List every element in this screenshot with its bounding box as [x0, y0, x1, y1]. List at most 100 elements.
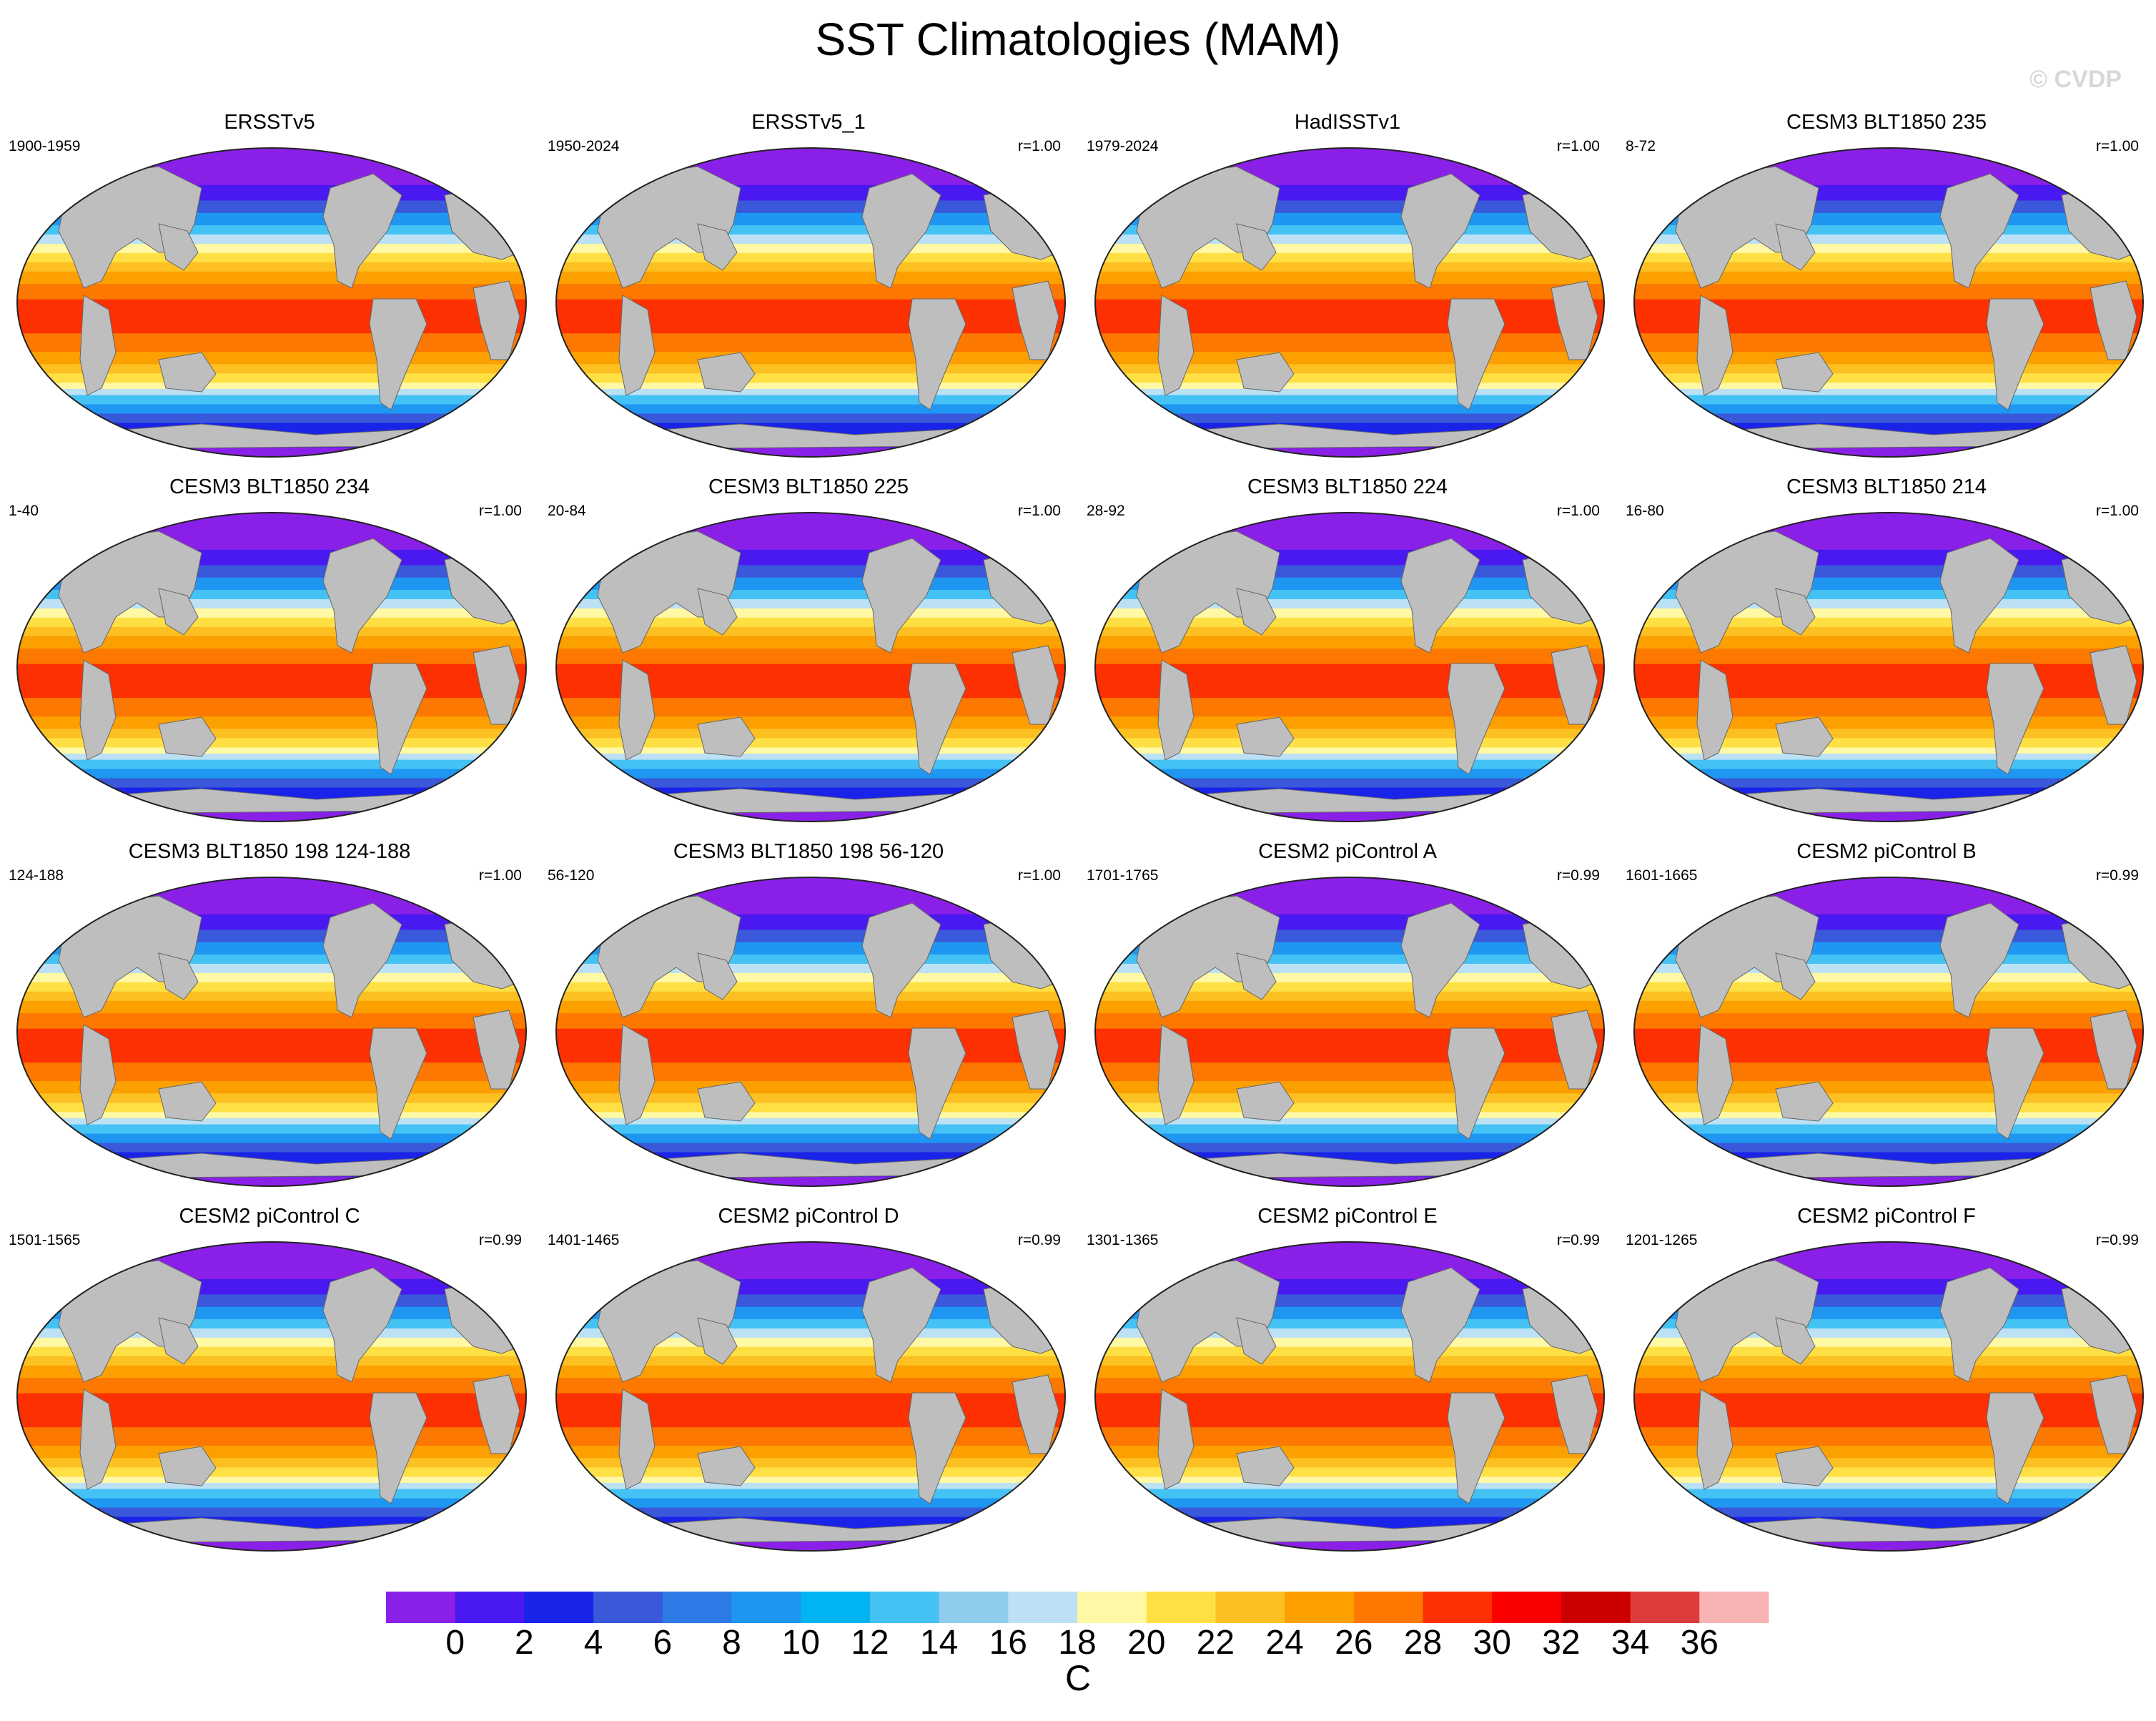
map-panel: CESM2 piControl C 1501-1565 r=0.99	[0, 1205, 539, 1569]
landmass	[158, 716, 217, 757]
sst-band	[1634, 243, 2143, 254]
landmass	[1986, 298, 2044, 410]
map-outline	[555, 877, 1066, 1187]
colorbar-segment	[1492, 1592, 1562, 1623]
panel-title: CESM2 piControl E	[1257, 1205, 1438, 1228]
sst-band	[1634, 1365, 2143, 1379]
colorbar-tick-label: 18	[1058, 1624, 1097, 1662]
sst-band	[17, 1242, 526, 1280]
sst-band	[556, 812, 1065, 822]
sst-band	[17, 404, 526, 415]
sst-band	[556, 1133, 1065, 1144]
colorbar-segment	[1699, 1592, 1769, 1623]
sst-map	[16, 512, 527, 822]
sst-band	[1095, 1489, 1604, 1499]
sst-band	[556, 747, 1065, 754]
colorbar-segment	[1077, 1592, 1147, 1623]
landmass	[1775, 1081, 1834, 1122]
sst-band	[556, 262, 1065, 272]
landmass	[1986, 1027, 2044, 1140]
panel-title: ERSSTv5_1	[751, 111, 866, 134]
panel-year-range: 1900-1959	[9, 138, 81, 154]
sst-band	[1634, 395, 2143, 405]
colorbar-tick-label: 8	[722, 1624, 741, 1662]
sst-map	[1094, 877, 1605, 1187]
sst-map	[1094, 512, 1605, 822]
colorbar-tick-label: 28	[1403, 1624, 1443, 1662]
colorbar-tick-label: 16	[989, 1624, 1027, 1662]
sst-band	[1095, 649, 1604, 665]
landmass	[1447, 298, 1505, 410]
sst-band	[1634, 812, 2143, 822]
landmass	[697, 1446, 756, 1486]
sst-band	[17, 982, 526, 992]
sst-band	[1095, 608, 1604, 618]
colorbar-tick-label: 6	[653, 1624, 673, 1662]
sst-band	[1095, 1000, 1604, 1015]
sst-band	[556, 1118, 1065, 1125]
sst-band	[556, 759, 1065, 770]
sst-band	[1095, 759, 1604, 770]
sst-band	[1634, 271, 2143, 285]
landmass	[1775, 223, 1816, 271]
panel-title: CESM3 BLT1850 224	[1247, 475, 1448, 498]
landmass	[697, 352, 756, 393]
landmass	[369, 663, 427, 775]
sst-band	[1634, 1143, 2143, 1153]
sst-band	[1634, 1542, 2143, 1551]
landmass	[158, 952, 199, 1000]
landmass	[697, 223, 738, 271]
sst-band	[1095, 1507, 1604, 1518]
colorbar-segment	[1561, 1592, 1631, 1623]
sst-band	[1634, 1346, 2143, 1357]
sst-band	[556, 877, 1065, 915]
landmass	[58, 531, 202, 654]
sst-band	[17, 753, 526, 761]
sst-band	[556, 1000, 1065, 1015]
colorbar-segment	[662, 1592, 732, 1623]
sst-band	[1095, 877, 1604, 915]
panel-pattern-correlation: r=1.00	[2095, 503, 2139, 519]
colorbar-tick-label: 10	[781, 1624, 820, 1662]
map-outline	[1094, 512, 1605, 822]
sst-map	[1633, 512, 2144, 822]
map-panel: CESM3 BLT1850 225 20-84 r=1.00	[539, 475, 1078, 840]
landmass	[369, 1027, 427, 1140]
colorbar-tick-label: 34	[1611, 1624, 1650, 1662]
sst-band	[17, 769, 526, 779]
panel-title: CESM3 BLT1850 234	[169, 475, 370, 498]
landmass	[1136, 531, 1280, 654]
map-panel: HadISSTv1 1979-2024 r=1.00	[1078, 111, 1617, 475]
sst-band	[1634, 383, 2143, 390]
sst-band	[1095, 388, 1604, 396]
map-panel: CESM3 BLT1850 234 1-40 r=1.00	[0, 475, 539, 840]
landmass	[1447, 1392, 1505, 1504]
sst-band	[17, 513, 526, 551]
sst-band	[1634, 1489, 2143, 1499]
panel-year-range: 1601-1665	[1626, 867, 1698, 884]
sst-band	[1095, 617, 1604, 628]
landmass	[1775, 952, 1816, 1000]
landmass	[79, 659, 117, 761]
sst-band	[1095, 1124, 1604, 1135]
landmass	[908, 1027, 966, 1140]
landmass	[1157, 295, 1195, 396]
panel-pattern-correlation: r=1.00	[1556, 503, 1600, 519]
sst-band	[17, 617, 526, 628]
sst-band	[1095, 1177, 1604, 1186]
landmass	[1236, 1081, 1295, 1122]
sst-band	[556, 1346, 1065, 1357]
landmass	[1696, 1024, 1734, 1125]
sst-map	[16, 1241, 527, 1552]
sst-band	[17, 1498, 526, 1509]
sst-map	[16, 147, 527, 458]
sst-band	[17, 608, 526, 618]
colorbar-segment	[1008, 1592, 1078, 1623]
sst-band	[17, 636, 526, 650]
sst-band	[17, 252, 526, 263]
sst-band	[556, 388, 1065, 396]
landmass	[1136, 166, 1280, 289]
panel-pattern-correlation: r=0.99	[2095, 867, 2139, 884]
colorbar-tick-label: 26	[1335, 1624, 1373, 1662]
sst-band	[1634, 991, 2143, 1002]
